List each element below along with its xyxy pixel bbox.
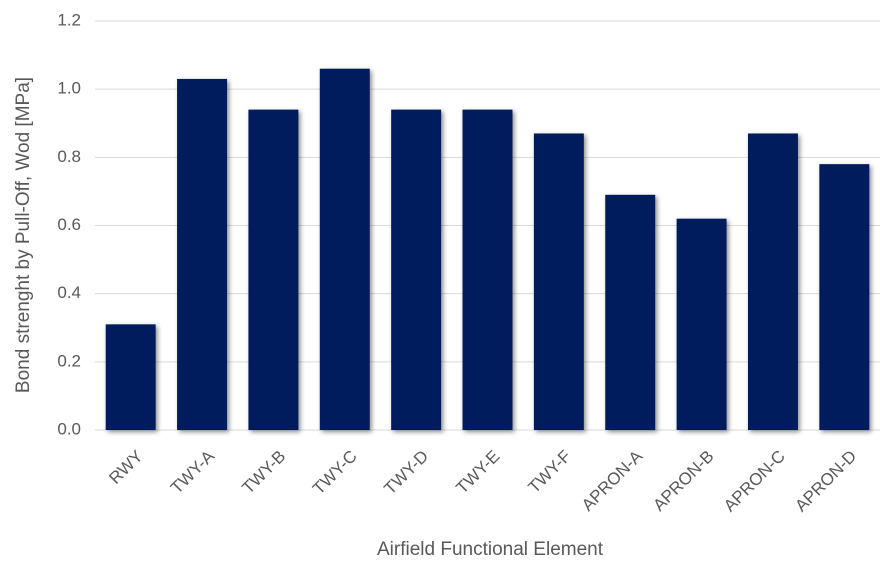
bar: [676, 218, 727, 430]
x-tick-label: APRON-A: [578, 446, 647, 515]
bar: [105, 324, 156, 430]
x-axis-title: Airfield Functional Element: [377, 539, 604, 560]
bar: [819, 164, 870, 430]
y-tick-label: 0.6: [57, 215, 81, 234]
x-tick-label: APRON-D: [791, 447, 860, 516]
x-tick-label: APRON-C: [720, 447, 789, 516]
y-tick-label: 0.0: [57, 419, 81, 438]
y-tick-label: 0.4: [57, 283, 81, 302]
y-tick-label: 1.0: [57, 79, 81, 98]
x-tick-label: TWY-C: [309, 447, 361, 499]
bar: [391, 109, 442, 430]
y-tick-label: 1.2: [57, 10, 81, 29]
y-tick-label: 0.8: [57, 147, 81, 166]
bar: [319, 68, 370, 430]
y-tick-label: 0.2: [57, 351, 81, 370]
y-axis-title: Bond strenght by Pull-Off, Wod [MPa]: [13, 77, 34, 393]
bar: [462, 109, 513, 430]
x-tick-label: TWY-D: [380, 447, 432, 499]
x-tick-label: TWY-A: [167, 446, 219, 498]
bar: [533, 133, 584, 430]
x-tick-label: TWY-E: [452, 447, 503, 498]
bar: [605, 194, 656, 430]
bar: [177, 78, 228, 431]
bar: [248, 109, 299, 430]
x-tick-label: TWY-B: [238, 447, 289, 498]
x-tick-label: TWY-F: [524, 447, 574, 497]
bar: [747, 133, 798, 430]
x-tick-label: RWY: [105, 447, 146, 488]
x-tick-label: APRON-B: [649, 447, 717, 515]
